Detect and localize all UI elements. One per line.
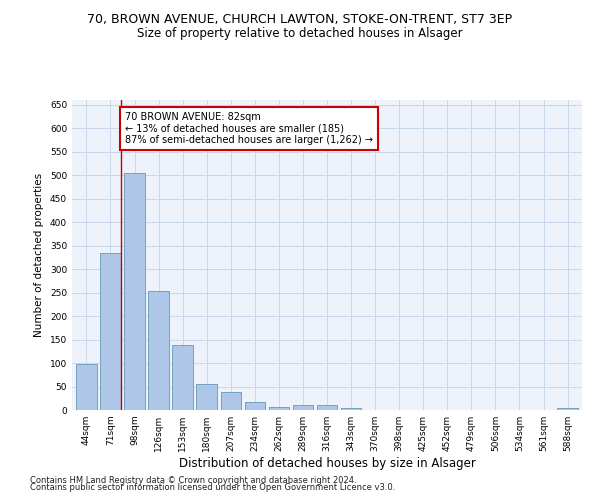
Bar bbox=[148, 291, 169, 410]
Bar bbox=[317, 406, 337, 410]
Bar bbox=[221, 392, 241, 410]
Text: 70, BROWN AVENUE, CHURCH LAWTON, STOKE-ON-TRENT, ST7 3EP: 70, BROWN AVENUE, CHURCH LAWTON, STOKE-O… bbox=[88, 12, 512, 26]
Bar bbox=[341, 408, 361, 410]
Y-axis label: Number of detached properties: Number of detached properties bbox=[34, 173, 44, 337]
Text: 70 BROWN AVENUE: 82sqm
← 13% of detached houses are smaller (185)
87% of semi-de: 70 BROWN AVENUE: 82sqm ← 13% of detached… bbox=[125, 112, 373, 145]
Bar bbox=[124, 173, 145, 410]
Bar bbox=[293, 406, 313, 410]
Bar bbox=[76, 364, 97, 410]
Bar bbox=[557, 408, 578, 410]
Bar bbox=[172, 345, 193, 410]
Bar bbox=[245, 402, 265, 410]
Text: Size of property relative to detached houses in Alsager: Size of property relative to detached ho… bbox=[137, 28, 463, 40]
Bar bbox=[100, 252, 121, 410]
Text: Contains HM Land Registry data © Crown copyright and database right 2024.: Contains HM Land Registry data © Crown c… bbox=[30, 476, 356, 485]
X-axis label: Distribution of detached houses by size in Alsager: Distribution of detached houses by size … bbox=[179, 457, 475, 470]
Text: Contains public sector information licensed under the Open Government Licence v3: Contains public sector information licen… bbox=[30, 484, 395, 492]
Bar bbox=[196, 384, 217, 410]
Bar bbox=[269, 406, 289, 410]
